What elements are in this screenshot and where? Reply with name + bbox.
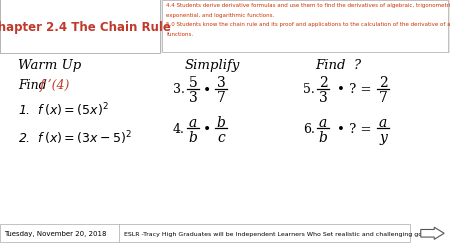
Text: Warm Up: Warm Up	[18, 59, 81, 72]
Text: Simplify: Simplify	[185, 59, 240, 72]
Text: b: b	[319, 130, 328, 144]
Text: 3: 3	[189, 91, 198, 105]
Text: exponential, and logarithmic functions.: exponential, and logarithmic functions.	[166, 13, 275, 18]
Text: 4.4 Students derive derivative formulas and use them to find the derivatives of : 4.4 Students derive derivative formulas …	[166, 3, 450, 8]
Text: 2: 2	[319, 76, 328, 90]
Text: 5: 5	[189, 76, 198, 90]
Text: •: •	[203, 122, 211, 136]
Text: y: y	[379, 130, 387, 144]
Text: 3.: 3.	[173, 83, 185, 96]
Text: 3: 3	[319, 91, 328, 105]
Text: c: c	[217, 130, 225, 144]
Text: • ? =: • ? =	[337, 83, 372, 96]
Text: • ? =: • ? =	[337, 122, 372, 135]
Text: Chapter 2.4 The Chain Rule: Chapter 2.4 The Chain Rule	[0, 21, 171, 34]
Text: 3: 3	[216, 76, 225, 90]
Text: b: b	[189, 130, 198, 144]
Text: Find: Find	[18, 78, 50, 91]
Text: a: a	[189, 115, 197, 129]
Text: •: •	[203, 83, 211, 97]
Text: 2.  $f\,(x)=(3x-5)^2$: 2. $f\,(x)=(3x-5)^2$	[18, 129, 132, 146]
Text: 7: 7	[216, 91, 225, 105]
Text: 5.: 5.	[303, 83, 315, 96]
Text: 6.: 6.	[303, 122, 315, 135]
Text: 5.0 Students know the chain rule and its proof and applications to the calculati: 5.0 Students know the chain rule and its…	[166, 22, 450, 27]
Text: Find  ?: Find ?	[315, 59, 361, 72]
Text: b: b	[216, 115, 225, 129]
Text: ESLR -Tracy High Graduates will be Independent Learners Who Set realistic and ch: ESLR -Tracy High Graduates will be Indep…	[124, 231, 431, 236]
Text: 7: 7	[378, 91, 387, 105]
Text: f ’(4): f ’(4)	[40, 78, 70, 91]
Text: a: a	[319, 115, 327, 129]
Text: 2: 2	[378, 76, 387, 90]
Text: Tuesday, November 20, 2018: Tuesday, November 20, 2018	[4, 230, 107, 236]
Text: 1.  $f\,(x)=(5x)^2$: 1. $f\,(x)=(5x)^2$	[18, 101, 108, 118]
Text: functions.: functions.	[166, 32, 194, 37]
Text: a: a	[379, 115, 387, 129]
Text: 4.: 4.	[173, 122, 185, 135]
